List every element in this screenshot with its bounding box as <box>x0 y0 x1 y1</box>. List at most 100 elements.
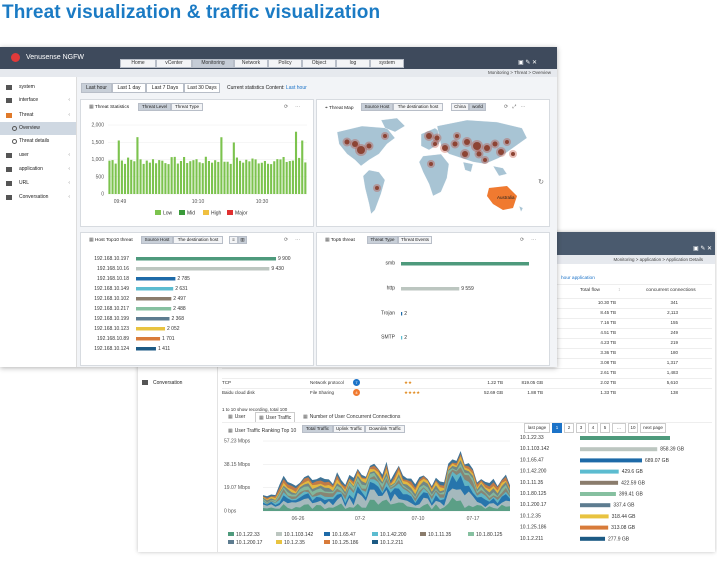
threat-hotspot[interactable] <box>383 134 387 138</box>
threat-hotspot[interactable] <box>366 143 372 149</box>
nav-monitoring[interactable]: Monitoring <box>192 59 234 68</box>
threat-hotspot[interactable] <box>505 140 509 144</box>
sidebar-item-overview[interactable]: Overview <box>0 122 76 135</box>
sidebar-item-user[interactable]: user ‹ <box>0 149 76 162</box>
legend-item[interactable]: 10.1.42.200 <box>380 532 407 538</box>
bar[interactable] <box>136 317 170 321</box>
tab-threat-level[interactable]: Threat Level <box>138 103 171 111</box>
threat-hotspot[interactable] <box>455 134 459 138</box>
rank-bar[interactable] <box>580 525 609 530</box>
threat-hotspot[interactable] <box>452 141 458 147</box>
legend-item[interactable]: 10.1.65.47 <box>332 532 356 538</box>
threat-hotspot[interactable] <box>352 141 358 147</box>
threat-hotspot[interactable] <box>484 145 490 151</box>
panel-action-icons[interactable]: ⟳ ⤢ ⋯ <box>504 104 526 110</box>
page-button-4[interactable]: 4 <box>588 423 598 433</box>
col-concurrent-connections[interactable]: concurrent connections <box>646 288 696 293</box>
threat-hotspot[interactable] <box>433 142 437 146</box>
rank-bar[interactable] <box>580 480 619 485</box>
threat-hotspot[interactable] <box>357 146 365 154</box>
tab-source-host[interactable]: Source Host <box>361 103 393 111</box>
tab-destination-host[interactable]: The destination host <box>173 236 223 244</box>
legend-item[interactable]: 10.1.103.142 <box>284 532 313 538</box>
bar[interactable] <box>136 297 172 301</box>
page-button-2[interactable]: 2 <box>564 423 574 433</box>
window-action-icons[interactable]: ▣ ✎ ✕ <box>693 246 713 252</box>
chart-tab-0[interactable]: Total Traffic <box>302 425 333 433</box>
legend-item[interactable]: 10.1.200.17 <box>236 540 263 546</box>
tab-china[interactable]: China <box>451 103 469 111</box>
nav-network[interactable]: Network <box>234 59 268 68</box>
threat-hotspot[interactable] <box>476 151 482 157</box>
threat-hotspot[interactable] <box>473 142 481 150</box>
legend-item[interactable]: 10.1.22.33 <box>236 532 260 538</box>
sidebar-item-conversation[interactable]: Conversation <box>142 380 182 386</box>
current-stats-value[interactable]: Last hour <box>285 85 307 91</box>
legend-item[interactable]: 10.1.80.125 <box>476 532 503 538</box>
sort-icon[interactable]: ↕ <box>618 288 621 293</box>
page-button-7[interactable]: 10 <box>628 423 638 433</box>
legend-item[interactable]: 10.1.11.35 <box>428 532 451 538</box>
sidebar-item-threat-details[interactable]: Threat details <box>0 135 76 148</box>
bar[interactable] <box>136 267 270 271</box>
threat-hotspot[interactable] <box>434 135 440 141</box>
time-button-1[interactable]: Last 1 day <box>112 83 146 93</box>
page-button-1[interactable]: 1 <box>552 423 562 433</box>
traffic-area-10.1.22.33[interactable] <box>263 497 510 512</box>
threat-hotspot[interactable] <box>442 145 448 151</box>
col-total-flow[interactable]: Total flow <box>580 288 600 293</box>
tab-user-traffic[interactable]: ▦ User Traffic <box>255 412 296 423</box>
map-refresh-icon[interactable]: ↻ <box>538 179 544 186</box>
tab-threat-type[interactable]: Threat Type <box>367 236 398 244</box>
time-button-3[interactable]: Last 30 Days <box>184 83 220 93</box>
threat-hotspot[interactable] <box>498 149 504 155</box>
window-action-icons[interactable]: ▣ ✎ ✕ <box>518 60 538 66</box>
bar[interactable] <box>401 262 529 266</box>
threat-hotspot[interactable] <box>344 139 350 145</box>
legend-item[interactable]: Mid <box>187 211 195 217</box>
rank-bar[interactable] <box>580 503 611 508</box>
sidebar-item-interface[interactable]: interface ‹ <box>0 94 76 107</box>
time-button-2[interactable]: Last 7 Days <box>146 83 184 93</box>
threat-hotspot[interactable] <box>375 186 379 190</box>
threat-hotspot[interactable] <box>464 139 470 145</box>
nav-object[interactable]: Object <box>302 59 336 68</box>
bar-view-icon[interactable]: ▥ <box>238 236 247 244</box>
australia-region[interactable] <box>487 186 517 210</box>
rank-bar[interactable] <box>580 492 616 496</box>
legend-item[interactable]: 10.1.25.186 <box>332 540 359 546</box>
bar[interactable] <box>136 347 156 351</box>
page-button-0[interactable]: last page <box>524 423 550 433</box>
threat-hotspot[interactable] <box>429 162 433 166</box>
nav-log[interactable]: log <box>336 59 370 68</box>
time-button-0[interactable]: Last hour <box>81 83 112 93</box>
bar[interactable] <box>136 287 174 291</box>
panel-action-icons[interactable]: ⟳ ⋯ <box>520 237 537 243</box>
rank-bar[interactable] <box>580 447 658 452</box>
rank-bar[interactable] <box>580 514 609 519</box>
sidebar-item-system[interactable]: system <box>0 81 76 94</box>
bar[interactable] <box>136 337 161 341</box>
sidebar-item-conversation[interactable]: Conversation ‹ <box>0 191 76 204</box>
bar[interactable] <box>136 277 176 281</box>
nav-policy[interactable]: Policy <box>268 59 302 68</box>
cell-app-name[interactable]: TCP <box>222 380 231 385</box>
chart-tab-2[interactable]: Downlink Traffic <box>365 425 405 433</box>
panel-action-icons[interactable]: ⟳ ⋯ <box>284 104 301 110</box>
rank-bar[interactable] <box>580 536 606 541</box>
tab-threat-events[interactable]: Threat Events <box>398 236 432 244</box>
cell-app-name[interactable]: Baidu cloud disk <box>222 390 255 395</box>
rank-bar[interactable] <box>580 458 643 463</box>
tab-source-host[interactable]: Source Host <box>141 236 173 244</box>
tab-world[interactable]: world <box>469 103 486 111</box>
legend-item[interactable]: 10.1.2.211 <box>380 540 403 546</box>
bar[interactable] <box>401 336 403 340</box>
page-button-3[interactable]: 3 <box>576 423 586 433</box>
legend-item[interactable]: Major <box>235 211 248 217</box>
legend-item[interactable]: High <box>211 211 222 217</box>
bar[interactable] <box>401 287 460 291</box>
page-button-8[interactable]: next page <box>640 423 666 433</box>
sidebar-item-url[interactable]: URL ‹ <box>0 177 76 190</box>
page-button-6[interactable]: ... <box>612 423 626 433</box>
nav-system[interactable]: system <box>370 59 404 68</box>
